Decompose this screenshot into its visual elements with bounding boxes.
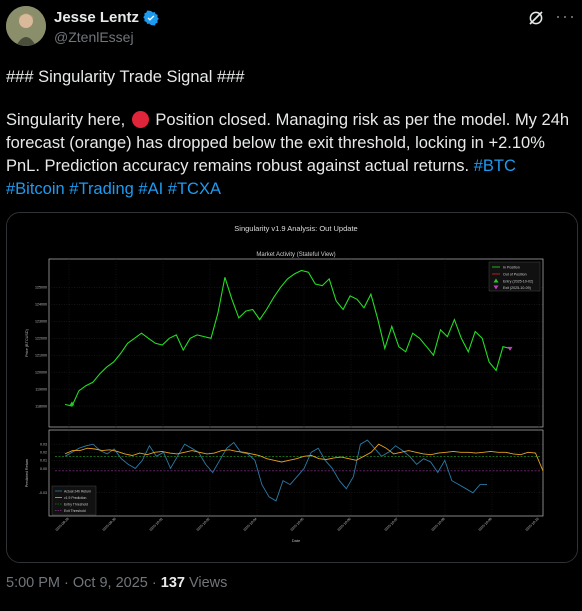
price-line-in-position [64,269,511,407]
legend-out-of-position: Out of Position [503,273,527,277]
bottom-ytick-label: -0.03 [39,491,47,495]
author-name[interactable]: Jesse Lentz [54,9,159,26]
legend-exit: Exit (2025-10-09) [503,286,531,290]
chart-figure: Singularity v1.9 Analysis: Out Update Ma… [7,213,577,562]
hashtag-trading[interactable]: #Trading [69,180,134,198]
bottom-ytick-label: 0.01 [40,459,47,463]
top-ytick-label: 123000 [35,320,47,324]
verified-badge-icon [143,10,159,25]
top-panel-title: Market Activity (Stateful View) [256,252,335,258]
bottom-ytick-label: 0.03 [40,442,47,446]
top-ytick-label: 124000 [35,303,47,307]
legend-prediction: v1.9 Prediction [64,496,87,500]
post-heading: ### Singularity Trade Signal ### [6,68,245,86]
chart-suptitle: Singularity v1.9 Analysis: Out Update [234,224,357,233]
top-ytick-label: 120000 [35,370,47,374]
bottom-ytick-label: 0.00 [40,467,47,471]
views-count: 137 [160,575,185,591]
x-axis-label: Date [292,538,301,543]
chart-image[interactable]: Singularity v1.9 Analysis: Out Update Ma… [6,212,578,563]
hashtag-btc[interactable]: #BTC [473,157,516,175]
bottom-ylabel: Predicted Return [25,459,29,488]
author-name-text[interactable]: Jesse Lentz [54,9,140,26]
more-options-icon[interactable]: ··· [555,6,576,26]
legend-in-position: In Position [503,266,520,270]
legend-entry: Entry (2025-10-02) [503,280,533,284]
hashtag-bitcoin[interactable]: #Bitcoin [6,180,65,198]
views-label: Views [184,575,228,591]
hashtag-ai[interactable]: #AI [138,180,164,198]
bottom-legend: Actual 24h Return v1.9 Prediction Entry … [51,485,97,516]
entry-marker [69,401,75,406]
actual-return-line [64,439,487,502]
top-ytick-label: 122000 [35,337,47,341]
post-timestamp[interactable]: 5:00 PM · Oct 9, 2025 · [6,575,161,591]
top-ytick-label: 125000 [35,286,47,290]
post-body: Singularity here, Position closed. Manag… [6,109,576,201]
legend-actual-return: Actual 24h Return [64,490,91,494]
top-legend: In Position Out of Position Entry (2025-… [488,261,541,292]
post-footer: 5:00 PM · Oct 9, 2025 · 137 Views [6,575,227,591]
top-ytick-label: 118000 [35,404,47,408]
top-panel-frame [48,258,544,428]
prediction-line [64,443,544,472]
hashtag-tcxa[interactable]: #TCXA [167,180,221,198]
post-text: ### Singularity Trade Signal ### Singula… [6,66,576,201]
legend-exit-threshold: Exit Threshold [64,509,86,513]
top-ytick-label: 119000 [35,387,47,391]
bottom-panel-frame [48,429,544,517]
post-body-start: Singularity here, [6,111,126,129]
legend-entry-threshold: Entry Threshold [64,503,88,507]
exit-marker [507,346,513,351]
bottom-ytick-label: 0.02 [40,451,47,455]
top-ytick-label: 121000 [35,354,47,358]
post-body-rest: Position closed. Managing risk as per th… [6,111,570,175]
grok-icon[interactable] [527,9,545,27]
top-ylabel: Price (BTCUSD) [25,328,29,357]
avatar[interactable] [6,6,46,46]
author-handle[interactable]: @ZtenlEssej [54,29,134,45]
red-circle-emoji [131,111,149,128]
